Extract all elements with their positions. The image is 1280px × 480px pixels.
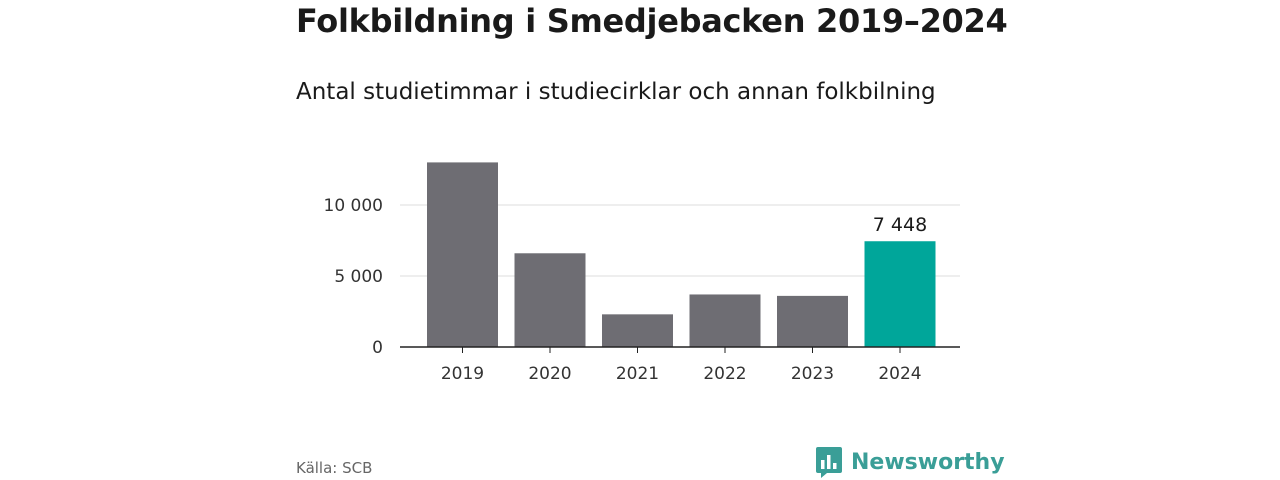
x-tick-label: 2024 — [878, 364, 921, 384]
x-axis-ticks: 2019 2020 2021 2022 2023 2024 — [400, 346, 960, 384]
y-tick-label: 10 000 — [324, 196, 383, 216]
bar-2024 — [864, 241, 936, 347]
bar-2019 — [427, 162, 498, 347]
source-note: Källa: SCB — [296, 459, 373, 477]
y-axis-ticks: 0 5 000 10 000 — [324, 196, 383, 358]
bar-chart-logo-icon — [816, 447, 842, 478]
bar-2021 — [602, 314, 673, 347]
x-tick-label: 2023 — [791, 364, 834, 384]
bars — [427, 162, 936, 347]
bar-2020 — [514, 253, 586, 347]
data-label-2024: 7 448 — [873, 214, 927, 236]
x-tick-label: 2021 — [616, 364, 659, 384]
bar-2022 — [689, 294, 761, 347]
brand-name: Newsworthy — [851, 449, 1005, 475]
bar-chart: 0 5 000 10 000 2019 2020 2021 2022 2023 2024 7 … — [324, 162, 960, 384]
brand-logo: Newsworthy — [815, 446, 1005, 478]
y-tick-label: 0 — [372, 338, 383, 358]
data-labels: 7 448 — [873, 214, 927, 236]
chart-subtitle: Antal studietimmar i studiecirklar och a… — [296, 79, 936, 105]
chart-title: Folkbildning i Smedjebacken 2019–2024 — [296, 2, 1008, 40]
bar-2023 — [777, 295, 848, 347]
x-tick-label: 2020 — [528, 364, 571, 384]
x-tick-label: 2022 — [703, 364, 746, 384]
x-tick-label: 2019 — [441, 364, 484, 384]
y-tick-label: 5 000 — [334, 267, 383, 287]
